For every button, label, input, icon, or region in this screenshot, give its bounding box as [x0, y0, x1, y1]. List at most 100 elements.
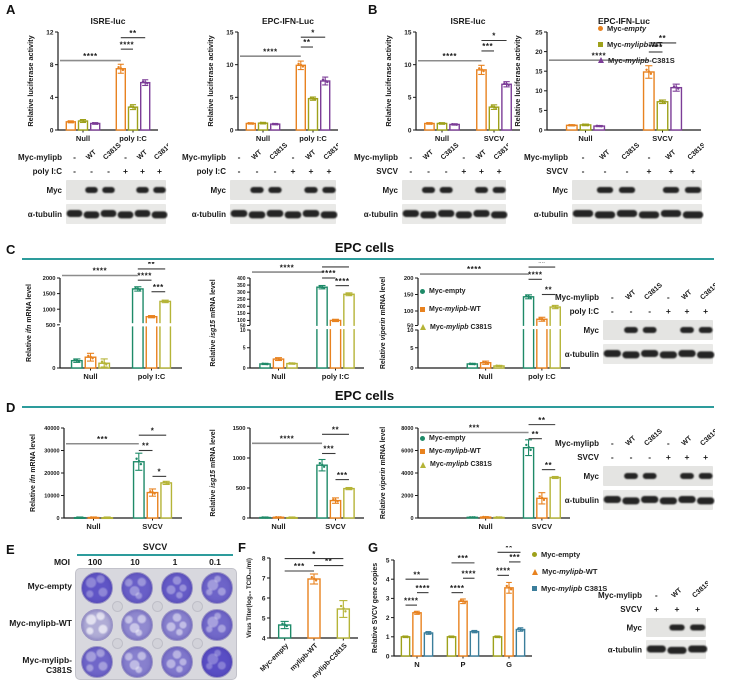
- blot-band: [646, 645, 666, 653]
- blot-band: [642, 473, 657, 479]
- data-point: [473, 362, 476, 366]
- blot-band: [455, 211, 473, 219]
- lane-label: +: [695, 604, 700, 614]
- lane-label: -: [582, 166, 585, 176]
- data-point: [90, 516, 93, 519]
- lane-label: -: [604, 166, 607, 176]
- data-point: [661, 100, 664, 103]
- sig-stars: *: [158, 468, 162, 477]
- svg-text:poly I:C: poly I:C: [528, 372, 556, 381]
- blot-band: [616, 210, 638, 217]
- bar: [476, 69, 487, 131]
- svg-text:5: 5: [243, 346, 246, 352]
- blot-row-label: Myc-mylipb: [354, 153, 398, 162]
- blot-band: [439, 187, 453, 193]
- data-point: [322, 465, 326, 468]
- data-point: [499, 516, 503, 519]
- svg-text:25: 25: [535, 29, 543, 36]
- bar-chart-svg: 0 2000 4000 6000 8000 Relative viperin mRNA l…: [380, 416, 570, 531]
- data-point: [586, 123, 589, 127]
- svg-text:SVCV: SVCV: [142, 522, 162, 531]
- sig-stars: ***: [97, 435, 108, 444]
- western-blot-c: Myc-mylipb - WT C381S - WT C381S poly I:C - - - + + +…: [519, 280, 720, 373]
- svg-text:0: 0: [410, 516, 413, 522]
- sig-stars: ****: [335, 277, 350, 286]
- svg-text:Relative viperin mRNA level: Relative viperin mRNA level: [380, 427, 387, 519]
- blot-band: [85, 187, 98, 193]
- plate-row-label: Myc-empty: [27, 581, 72, 592]
- data-point: [540, 496, 544, 500]
- blot-row-label: poly I:C: [33, 167, 63, 176]
- lane-label: +: [685, 452, 690, 462]
- lane-label: -: [427, 166, 430, 176]
- blot-band: [640, 496, 659, 503]
- blot-band: [102, 187, 115, 193]
- svg-text:0: 0: [242, 516, 245, 522]
- svg-text:Relative viperin mRNA level: Relative viperin mRNA level: [380, 277, 387, 369]
- lane-label: +: [669, 166, 674, 176]
- data-point: [265, 362, 269, 366]
- blot-target-label: α-tubulin: [565, 496, 599, 505]
- legend-item: Myc-empty: [420, 432, 492, 445]
- sig-stars: ***: [509, 553, 520, 562]
- teal-rule-c: [22, 258, 714, 260]
- legend-panel-b: Myc-empty Myc-mylipb-WT Myc-mylipb-C381S: [598, 20, 675, 68]
- data-point: [452, 635, 455, 639]
- data-point: [598, 124, 601, 128]
- blot-band: [638, 211, 660, 219]
- data-point: [67, 120, 70, 123]
- plate-well: [161, 609, 193, 641]
- data-point: [121, 68, 125, 72]
- legend-item: Myc-mylipb C381S: [420, 458, 492, 471]
- blot-band: [662, 187, 680, 193]
- svg-text:6: 6: [262, 595, 266, 602]
- data-point: [281, 622, 284, 625]
- svg-text:0: 0: [230, 127, 234, 134]
- sig-stars: **: [545, 461, 553, 470]
- svg-text:1500: 1500: [233, 426, 246, 432]
- blot-row-label: SVCV: [577, 453, 599, 462]
- blot-band: [266, 210, 284, 217]
- data-point: [94, 122, 97, 125]
- panel-label-f: F: [238, 540, 246, 555]
- sig-stars: ****: [120, 40, 135, 49]
- data-point: [261, 362, 265, 365]
- bar: [159, 300, 172, 369]
- svg-text:10000: 10000: [44, 493, 59, 499]
- chart-f-virus-titer: 4 5 6 7 8 Virus Titer(log₁₀ TCID₅₀/ml) Myc-emp…: [242, 548, 364, 684]
- blot-band: [603, 350, 622, 357]
- sig-stars: ****: [263, 47, 278, 56]
- bar: [501, 83, 512, 131]
- blot-target-label: α-tubulin: [364, 210, 398, 219]
- data-point: [144, 81, 147, 84]
- data-point: [96, 122, 99, 125]
- data-point: [299, 63, 303, 67]
- svg-text:20000: 20000: [44, 471, 59, 477]
- plate-well: [121, 609, 153, 641]
- moi-label: MOI: [53, 557, 70, 567]
- sig-stars: ****: [442, 52, 457, 61]
- section-header-epc-cells-d: EPC cells: [334, 388, 395, 403]
- legend-marker-triangle: [598, 57, 604, 63]
- svg-text:poly I:C: poly I:C: [299, 134, 327, 143]
- svg-text:Relative luciferase activity: Relative luciferase activity: [26, 34, 35, 126]
- legend-marker-triangle: [420, 324, 426, 330]
- data-point: [529, 296, 532, 299]
- lane-label: +: [691, 166, 696, 176]
- blot-band: [660, 210, 682, 217]
- panel-label-c: C: [6, 242, 16, 257]
- lane-label: -: [462, 152, 465, 162]
- data-point: [551, 305, 555, 308]
- data-point: [496, 635, 499, 638]
- data-point: [105, 363, 108, 366]
- svg-text:500: 500: [236, 486, 246, 492]
- svg-text:Myc-empty: Myc-empty: [259, 642, 290, 673]
- panel-label-d: D: [6, 400, 16, 415]
- lane-label: +: [703, 306, 708, 316]
- data-point: [497, 364, 501, 368]
- lane-label: C381S: [440, 142, 461, 162]
- svg-text:8: 8: [262, 555, 266, 562]
- bar: [469, 630, 480, 657]
- data-point: [313, 577, 316, 580]
- data-point: [495, 516, 498, 519]
